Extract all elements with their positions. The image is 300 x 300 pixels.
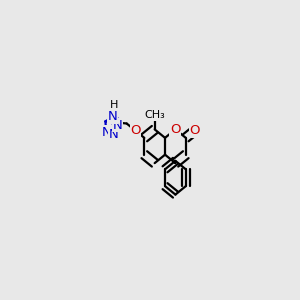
Text: N: N (113, 118, 122, 132)
Text: H: H (110, 100, 118, 110)
Text: N: N (101, 126, 111, 139)
Text: O: O (170, 123, 181, 136)
Text: O: O (130, 124, 141, 137)
Text: O: O (189, 124, 200, 137)
Text: CH₃: CH₃ (144, 110, 165, 120)
Text: N: N (109, 128, 119, 141)
Text: N: N (108, 110, 117, 124)
